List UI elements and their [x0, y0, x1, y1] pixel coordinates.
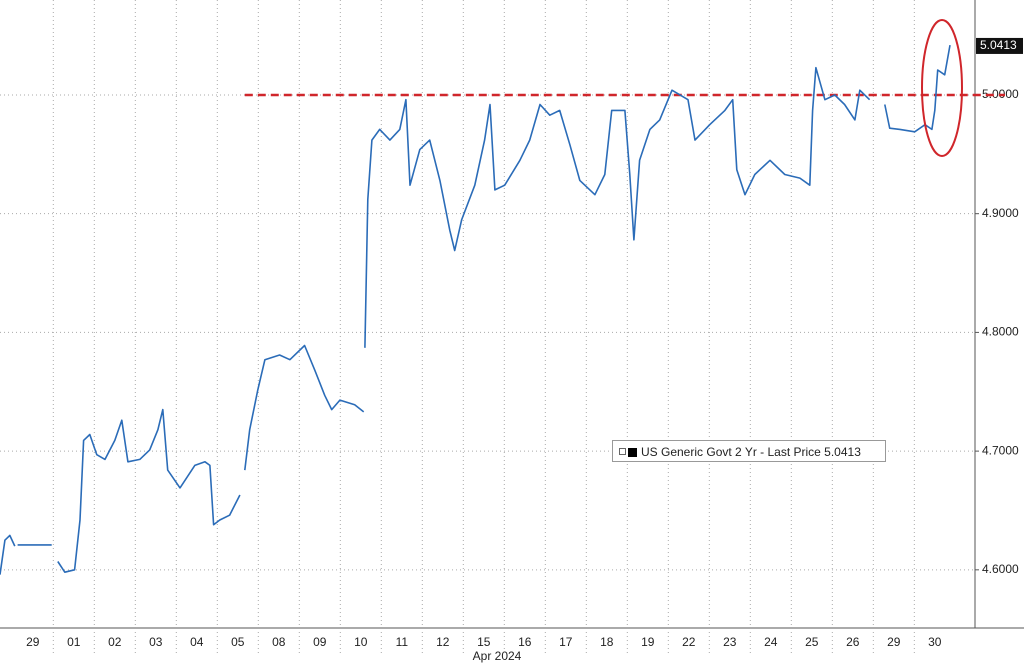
x-tick-label: 30 — [928, 635, 942, 649]
x-tick-label: 10 — [354, 635, 368, 649]
y-tick-label: 4.9000 — [982, 206, 1019, 220]
price-line — [0, 44, 951, 575]
y-tick-label: 4.6000 — [982, 562, 1019, 576]
x-tick-label: 23 — [723, 635, 737, 649]
x-tick-label: 19 — [641, 635, 655, 649]
x-tick-label: 05 — [231, 635, 245, 649]
y-tick-label: 4.8000 — [982, 325, 1019, 339]
x-tick-label: 26 — [846, 635, 860, 649]
x-tick-label: 24 — [764, 635, 778, 649]
legend: US Generic Govt 2 Yr - Last Price 5.0413 — [612, 440, 886, 462]
x-tick-label: 29 — [26, 635, 40, 649]
x-tick-label: 04 — [190, 635, 204, 649]
x-tick-label: 12 — [436, 635, 450, 649]
x-tick-label: 25 — [805, 635, 819, 649]
x-tick-label: 08 — [272, 635, 286, 649]
x-tick-label: 09 — [313, 635, 327, 649]
x-tick-label: 11 — [396, 635, 409, 649]
x-axis-label: Apr 2024 — [473, 649, 522, 663]
last-price-label: 5.0413 — [980, 38, 1017, 52]
x-tick-label: 18 — [600, 635, 614, 649]
highlight-ellipse — [921, 19, 963, 157]
y-tick-label: 4.7000 — [982, 443, 1019, 457]
x-tick-label: 03 — [149, 635, 163, 649]
x-tick-label: 17 — [559, 635, 573, 649]
x-tick-label: 22 — [682, 635, 696, 649]
x-tick-label: 02 — [108, 635, 122, 649]
last-price-box — [976, 37, 1023, 54]
x-tick-label: 15 — [477, 635, 491, 649]
legend-label: US Generic Govt 2 Yr - Last Price 5.0413 — [641, 445, 861, 459]
x-tick-label: 29 — [887, 635, 901, 649]
x-tick-label: 01 — [67, 635, 81, 649]
x-tick-label: 16 — [518, 635, 532, 649]
